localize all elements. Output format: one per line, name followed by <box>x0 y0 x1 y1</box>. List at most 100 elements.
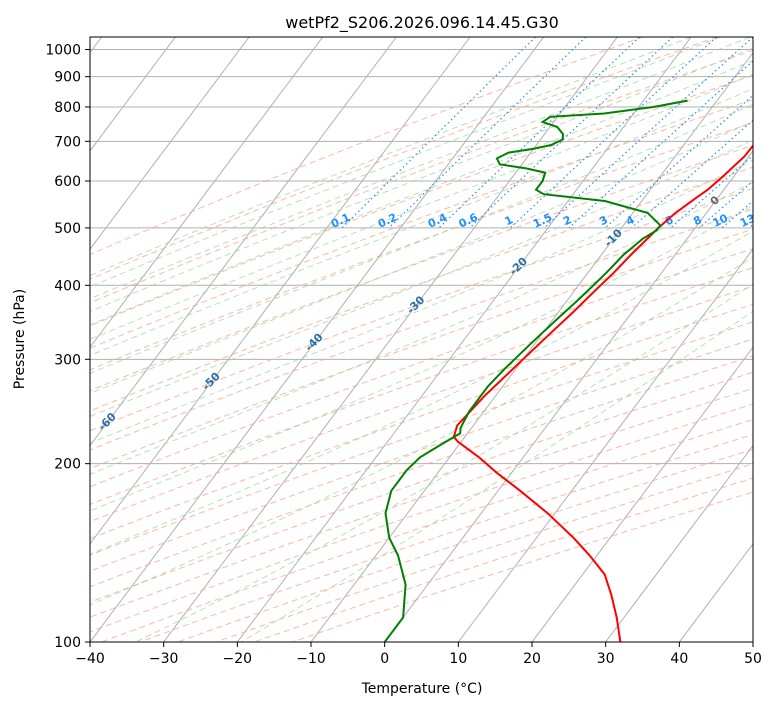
dry-adiabat <box>215 463 753 642</box>
y-tick-label: 100 <box>54 635 81 651</box>
dry-adiabat <box>90 208 753 451</box>
moist-adiabat <box>90 230 753 555</box>
x-tick-label: 30 <box>597 651 615 667</box>
mixing-ratio-line <box>509 37 717 229</box>
dry-adiabat <box>90 49 753 304</box>
mixing-ratio-label: 2 <box>561 213 573 228</box>
isotherm-label: -60 <box>96 410 119 433</box>
y-axis: 100 200 300 400 500 600 700 800 900 1000 <box>45 43 90 651</box>
grid-layer <box>90 37 753 642</box>
y-tick-label: 400 <box>54 278 81 294</box>
profiles-layer <box>383 99 753 642</box>
x-tick-label: −20 <box>223 651 253 667</box>
mixing-ratio-label: 4 <box>624 213 637 228</box>
mixing-ratio-line <box>721 200 753 229</box>
dry-adiabat <box>90 303 753 540</box>
dry-adiabat <box>90 74 753 327</box>
mixing-ratio-label: 3 <box>597 213 609 228</box>
moist-adiabat <box>90 120 753 395</box>
plot-frame <box>89 36 754 643</box>
isotherm-label: -10 <box>602 226 625 249</box>
isotherm-line <box>90 37 545 642</box>
moist-adiabat <box>90 159 753 444</box>
isotherm-line <box>90 37 397 447</box>
moist-adiabat <box>90 205 753 512</box>
dry-adiabat <box>90 122 753 371</box>
y-tick-label: 900 <box>54 70 81 86</box>
x-tick-label: −30 <box>149 651 179 667</box>
moist-adiabat <box>90 37 751 300</box>
x-tick-label: 0 <box>380 651 389 667</box>
isotherm-line <box>163 37 618 642</box>
moist-adiabat <box>90 47 753 312</box>
y-tick-label: 1000 <box>45 43 81 59</box>
x-tick-label: 40 <box>670 651 688 667</box>
isotherm-line <box>90 37 176 152</box>
isotherm-label: -70 <box>0 465 4 488</box>
moist-adiabat <box>90 88 753 357</box>
mixing-ratio-label: 16 <box>760 211 775 229</box>
isotherm-line <box>236 37 692 642</box>
mixing-ratio-line <box>771 37 775 228</box>
y-tick-label: 300 <box>54 352 81 368</box>
dry-adiabat <box>90 98 753 349</box>
dry-adiabat <box>90 387 753 618</box>
dry-adiabat <box>90 228 753 470</box>
x-tick-label: 50 <box>744 651 762 667</box>
temperature-profile <box>452 144 753 642</box>
chart-title: wetPf2_S206.2026.096.14.45.G30 <box>285 13 559 33</box>
dry-adiabat <box>292 491 753 642</box>
isotherm-label: -50 <box>200 369 223 392</box>
x-tick-label: −40 <box>75 651 105 667</box>
y-tick-label: 800 <box>54 100 81 116</box>
mixing-ratio-line <box>388 37 587 229</box>
dry-adiabat <box>90 248 753 488</box>
y-tick-label: 500 <box>54 221 81 237</box>
dry-adiabat <box>90 166 753 412</box>
moist-adiabat <box>90 181 753 475</box>
moist-adiabat <box>90 256 753 606</box>
dewpoint-profile <box>383 99 688 642</box>
y-axis-label: Pressure (hPa) <box>12 289 28 389</box>
isotherm-label: -30 <box>404 293 427 316</box>
mixing-ratio-line <box>631 119 753 229</box>
background-lines-layer <box>90 37 775 642</box>
dry-adiabat <box>90 338 753 572</box>
isotherm-label: -40 <box>302 331 325 354</box>
moist-adiabat <box>90 139 753 418</box>
isotherm-line <box>384 150 753 642</box>
y-tick-label: 200 <box>54 457 81 473</box>
isotherm-line <box>531 346 753 642</box>
x-tick-label: −10 <box>296 651 326 667</box>
mixing-ratio-label: 13 <box>738 212 757 230</box>
isotherm-line <box>678 542 753 642</box>
dry-adiabat <box>90 285 753 523</box>
isotherm-line <box>90 37 324 349</box>
dry-adiabat <box>90 144 753 392</box>
isotherm-line <box>605 444 753 642</box>
isotherm-labels-layer: 0.10.20.40.611.52346810131620253036-100-… <box>0 193 775 488</box>
moist-adiabat <box>135 283 753 642</box>
mixing-ratio-label: 10 <box>711 211 731 229</box>
isotherm-label: -20 <box>507 254 530 277</box>
moist-adiabat <box>90 73 753 340</box>
moist-adiabat <box>90 37 721 288</box>
mixing-ratio-label: 1 <box>503 213 515 228</box>
x-axis: −40 −30 −20 −10 0 10 20 30 40 50 <box>75 642 762 667</box>
y-tick-label: 700 <box>54 134 81 150</box>
mixing-ratio-line <box>469 37 674 229</box>
moist-adiabat <box>90 103 753 374</box>
isotherm-line <box>90 37 250 250</box>
dry-adiabat <box>90 187 753 432</box>
dry-adiabat <box>90 37 718 280</box>
dry-adiabat <box>90 37 643 255</box>
dry-adiabat <box>90 355 753 588</box>
x-axis-label: Temperature (°C) <box>361 681 483 697</box>
isotherm-label: 0 <box>708 193 723 208</box>
x-tick-label: 10 <box>449 651 467 667</box>
mixing-ratio-line <box>604 94 753 229</box>
isotherm-line <box>752 641 753 642</box>
moist-adiabat <box>90 60 753 326</box>
dry-adiabat <box>90 371 753 603</box>
